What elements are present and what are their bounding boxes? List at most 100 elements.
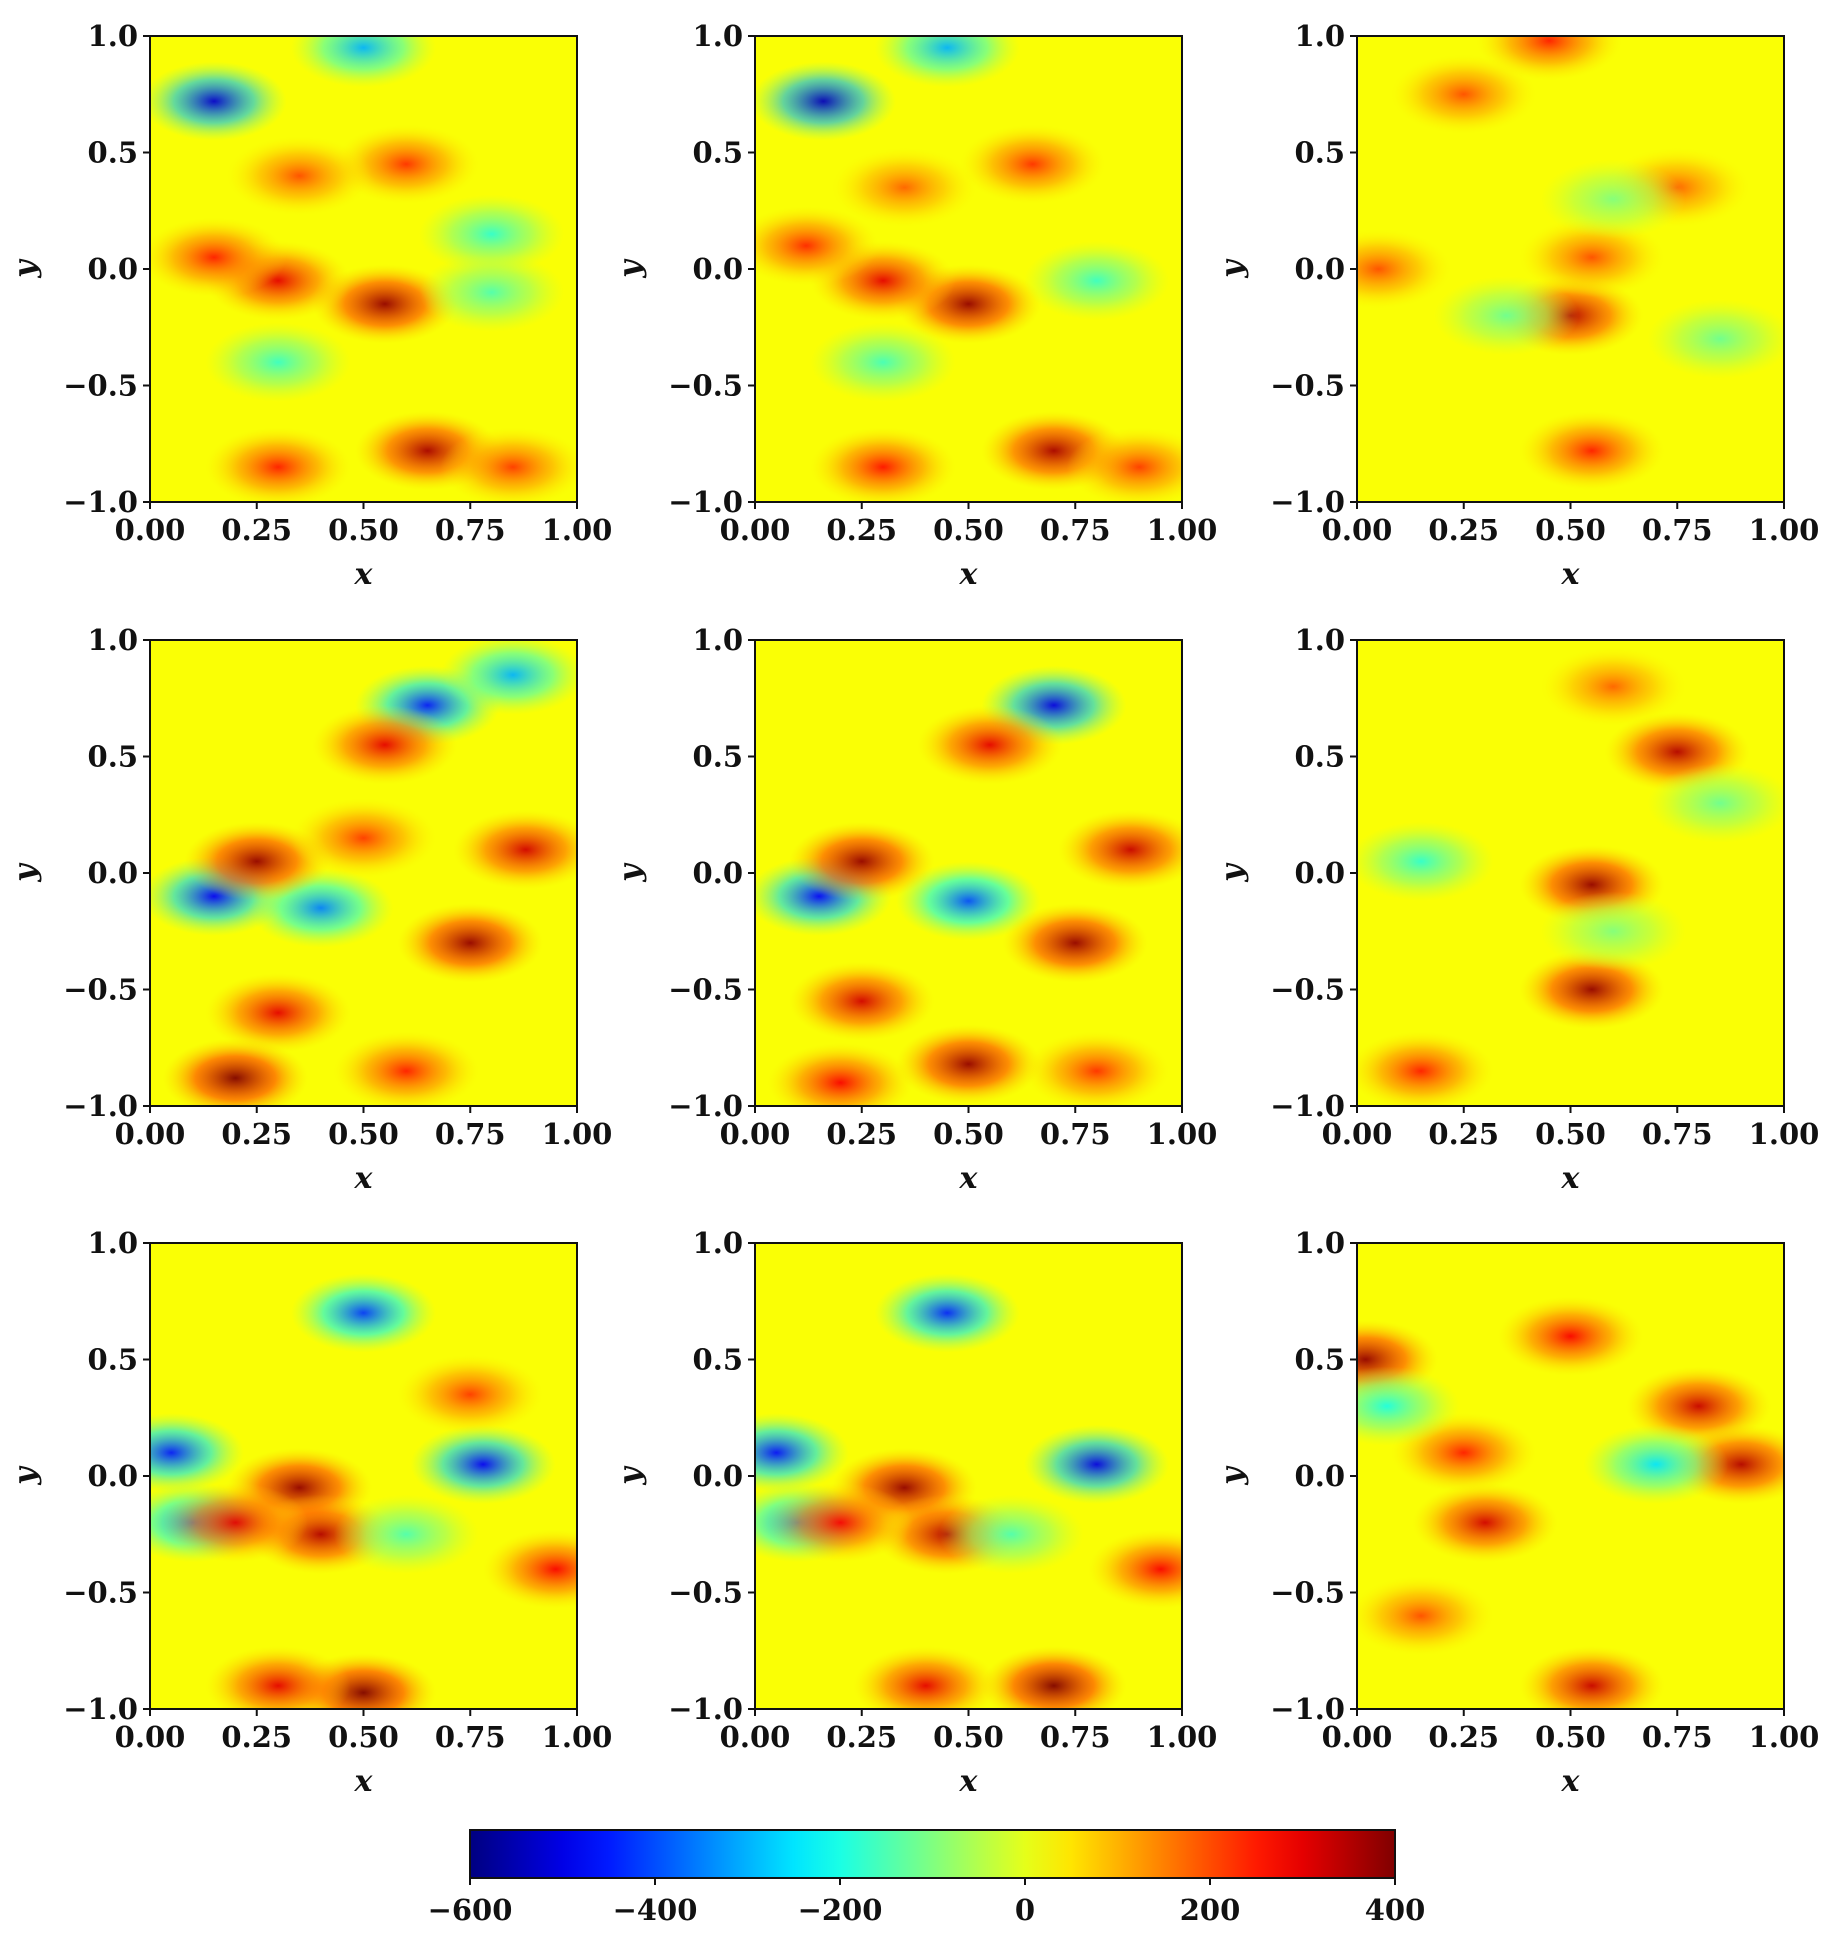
y-tick-label: 0.5 bbox=[693, 1343, 743, 1377]
y-tick-label: −0.5 bbox=[1270, 369, 1345, 403]
field-blob bbox=[755, 206, 879, 286]
field-blob bbox=[397, 1354, 543, 1435]
y-tick-label: 1.0 bbox=[1295, 623, 1345, 657]
y-tick-label: −0.5 bbox=[1270, 973, 1345, 1007]
field-blob bbox=[810, 322, 956, 402]
x-tick-label: 0.25 bbox=[826, 1117, 897, 1151]
y-tick-label: 0.5 bbox=[88, 740, 138, 774]
field-blob bbox=[767, 1043, 913, 1106]
y-tick-label: 0.0 bbox=[1295, 1459, 1345, 1493]
heatmap-field bbox=[755, 640, 1182, 1106]
field-blob bbox=[150, 217, 287, 297]
field-blob bbox=[205, 1646, 351, 1709]
x-axis-label: x bbox=[354, 1764, 374, 1799]
field-blob bbox=[1583, 1424, 1729, 1504]
field-blob bbox=[333, 1031, 479, 1106]
field-blob bbox=[419, 252, 565, 332]
x-tick-label: 0.75 bbox=[1642, 513, 1713, 547]
field-blob bbox=[1647, 763, 1784, 843]
y-tick-label: 0.0 bbox=[693, 856, 743, 890]
field-blob bbox=[1519, 411, 1665, 491]
x-tick-label: 0.50 bbox=[1535, 1720, 1606, 1754]
field-blob bbox=[1002, 903, 1148, 983]
y-tick-label: −1.0 bbox=[1270, 1692, 1345, 1726]
x-tick-label: 0.25 bbox=[221, 1117, 292, 1151]
panel-r2c1: 0.00 0.25 0.50 0.75 1.00 1.0 0.5 0.0 −0.5 −1.0 x y bbox=[8, 623, 612, 1196]
field-blob bbox=[205, 973, 351, 1053]
field-blob bbox=[789, 961, 935, 1041]
colorbar-tick-label: −600 bbox=[428, 1893, 513, 1927]
field-blob bbox=[853, 1646, 999, 1709]
panel-r2c3: 0.00 0.25 0.50 0.75 1.00 1.0 0.5 0.0 −0.5 −1.0 x y bbox=[1215, 623, 1819, 1196]
x-tick-label: 0.50 bbox=[1535, 1117, 1606, 1151]
heatmap-field bbox=[1357, 1243, 1784, 1709]
x-tick-label: 0.75 bbox=[1642, 1117, 1713, 1151]
heatmap-field bbox=[755, 36, 1182, 502]
panel-grid: 0.00 0.25 0.50 0.75 1.001.00.50.0−0.5−1.0xy0… bbox=[8, 19, 1820, 1799]
x-tick-label: 0.75 bbox=[435, 1720, 506, 1754]
field-blob bbox=[453, 810, 577, 890]
field-blob bbox=[810, 427, 956, 502]
y-tick-label: 0.0 bbox=[1295, 252, 1345, 286]
y-axis-label: y bbox=[8, 1465, 43, 1486]
y-tick-label: −1.0 bbox=[63, 1692, 138, 1726]
x-tick-label: 0.75 bbox=[435, 513, 506, 547]
field-blob bbox=[397, 903, 543, 983]
y-tick-label: 0.5 bbox=[1295, 1343, 1345, 1377]
panel-r1c1: 0.00 0.25 0.50 0.75 1.00 1.0 0.5 0.0 −0.5 −1.0 x y bbox=[8, 19, 612, 592]
y-axis-label: y bbox=[613, 1465, 648, 1486]
field-blob bbox=[1024, 241, 1170, 321]
x-tick-label: 0.00 bbox=[1322, 513, 1393, 547]
y-tick-label: 0.5 bbox=[693, 740, 743, 774]
colorbar-frame bbox=[469, 1829, 1396, 1879]
field-blob bbox=[755, 61, 896, 141]
x-tick-label: 0.00 bbox=[115, 513, 186, 547]
field-blob bbox=[333, 1494, 479, 1574]
panel-r1c3: 0.00 0.25 0.50 0.75 1.00 1.0 0.5 0.0 −0.5 −1.0 x y bbox=[1215, 19, 1819, 592]
field-blob bbox=[1412, 1482, 1558, 1563]
field-blob bbox=[1066, 427, 1182, 502]
colorbar-tick-label: 200 bbox=[1180, 1893, 1241, 1927]
x-axis-label: x bbox=[1561, 1161, 1581, 1196]
panel-r1c2: 0.00 0.25 0.50 0.75 1.00 1.0 0.5 0.0 −0.5 −1.0 x y bbox=[613, 19, 1217, 592]
heatmap-field bbox=[755, 1243, 1182, 1709]
field-blob bbox=[162, 1482, 308, 1563]
field-blob bbox=[410, 1424, 556, 1504]
field-blob bbox=[226, 136, 373, 216]
field-blob bbox=[312, 705, 458, 785]
x-tick-label: 0.00 bbox=[115, 1720, 186, 1754]
y-tick-label: 1.0 bbox=[1295, 1226, 1345, 1260]
field-blob bbox=[1357, 1576, 1494, 1656]
colorbar: −600 −400 −200 0 200 400 bbox=[428, 1829, 1425, 1927]
x-axis-label: x bbox=[354, 557, 374, 592]
y-tick-label: 1.0 bbox=[693, 623, 743, 657]
y-tick-label: 1.0 bbox=[88, 1226, 138, 1260]
x-tick-label: 1.00 bbox=[1749, 1720, 1820, 1754]
field-blob bbox=[1540, 891, 1686, 971]
x-tick-label: 0.25 bbox=[826, 1720, 897, 1754]
y-tick-label: −1.0 bbox=[668, 1692, 743, 1726]
field-blob bbox=[1357, 1366, 1460, 1446]
y-tick-label: −1.0 bbox=[668, 1089, 743, 1123]
field-blob bbox=[1357, 1031, 1494, 1106]
field-blob bbox=[1024, 1424, 1170, 1504]
field-blob bbox=[1476, 36, 1622, 81]
y-tick-label: 0.0 bbox=[693, 1459, 743, 1493]
y-tick-label: 0.5 bbox=[88, 136, 138, 170]
x-tick-label: 0.25 bbox=[1428, 1117, 1499, 1151]
field-blob bbox=[874, 36, 1020, 88]
field-blob bbox=[1497, 1296, 1644, 1376]
x-tick-label: 0.50 bbox=[328, 513, 399, 547]
heatmap-field bbox=[1357, 640, 1784, 1106]
colorbar-tick-label: −400 bbox=[613, 1893, 698, 1927]
x-axis-label: x bbox=[959, 557, 979, 592]
x-axis-label: x bbox=[959, 1764, 979, 1799]
x-tick-label: 0.00 bbox=[115, 1117, 186, 1151]
field-blob bbox=[150, 1413, 244, 1493]
y-tick-label: 0.5 bbox=[693, 136, 743, 170]
field-blob bbox=[959, 124, 1106, 204]
field-blob bbox=[831, 147, 978, 228]
y-tick-label: 1.0 bbox=[88, 19, 138, 53]
y-tick-label: 0.5 bbox=[1295, 136, 1345, 170]
